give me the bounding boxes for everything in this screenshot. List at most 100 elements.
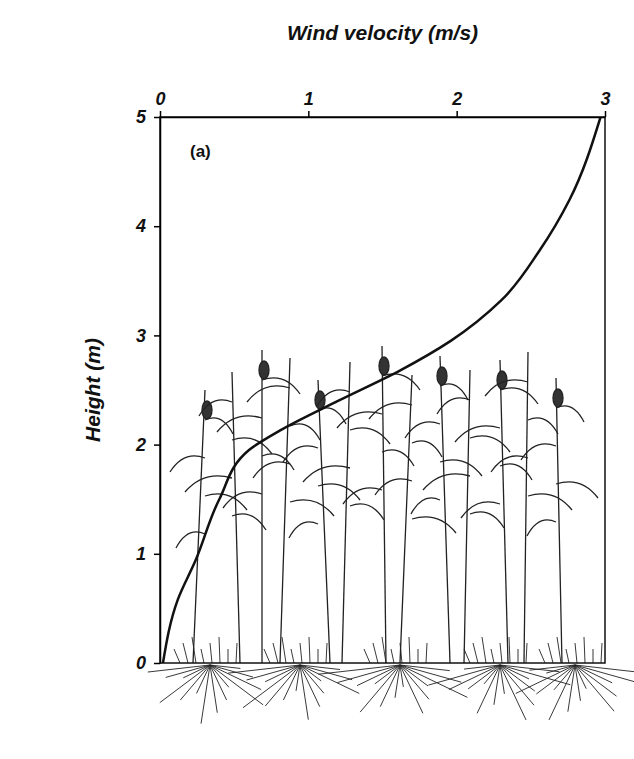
tick-mark (154, 663, 160, 665)
tick-label: 2 (135, 435, 146, 455)
tick-label: 0 (155, 89, 165, 109)
reed-leaf (170, 456, 205, 472)
reed-root (247, 665, 300, 680)
reed-tuft (219, 637, 220, 663)
tick: 3 (600, 89, 610, 117)
tick-mark (456, 111, 458, 117)
reed-root (575, 665, 617, 696)
reed-plume (553, 389, 563, 407)
reed-root (318, 665, 400, 674)
reed-stem (464, 370, 470, 663)
reed-tuft (601, 643, 602, 663)
reed-root (464, 665, 500, 669)
axis-line (160, 118, 162, 664)
reed-plume (497, 371, 507, 389)
tick-label: 0 (136, 653, 146, 673)
reed-tuft (426, 643, 427, 663)
reed-leaf (470, 512, 504, 528)
reed-root (400, 665, 467, 697)
reed-leaf (283, 446, 318, 462)
wind-profile (163, 117, 601, 663)
tick-mark (154, 554, 160, 556)
reed-leaf (253, 462, 290, 478)
reed-stem (500, 360, 508, 663)
reed-plume (259, 361, 269, 379)
chart: 0123012345Wind velocity (m/s)Height (m)(… (0, 0, 634, 759)
tick: 1 (136, 544, 160, 564)
reed-leaf (290, 500, 334, 516)
reed-tuft (566, 649, 569, 663)
reed-leaf (199, 400, 232, 416)
reed-tuft (584, 637, 585, 663)
reed-root (575, 665, 614, 711)
reed-root (400, 665, 428, 686)
y-axis-title: Height (m) (81, 338, 104, 442)
reed-tuft (500, 643, 502, 663)
reed-root (180, 665, 210, 700)
reed-root (516, 665, 575, 693)
reed-tuft (201, 649, 204, 663)
reed-leaf (350, 428, 390, 444)
reed-tuft (400, 643, 402, 663)
reed-root (477, 665, 500, 713)
reed-stem (232, 372, 240, 663)
reed-leaf (485, 380, 528, 396)
reed-leaf (528, 418, 558, 434)
reed-tuft (526, 643, 527, 663)
reed-root (300, 665, 308, 720)
reed-root (500, 665, 570, 685)
reed-root (400, 665, 429, 699)
reed-leaf (411, 498, 440, 514)
reed-root (468, 665, 500, 689)
tick-mark (154, 226, 160, 228)
reed-stem (280, 358, 290, 663)
reed-leaf (527, 520, 556, 536)
reed-root (243, 665, 300, 708)
reed-root (210, 665, 217, 713)
reed-stem (261, 350, 262, 663)
reed-root (166, 665, 210, 677)
tick-mark (605, 111, 607, 117)
reed-leaf (455, 426, 500, 442)
tick: 1 (304, 89, 314, 117)
reed-stem (556, 378, 562, 663)
reed-leaf (343, 488, 382, 504)
reed-leaf (232, 514, 266, 530)
x-axis-title: Wind velocity (m/s) (287, 21, 478, 44)
tick-label: 5 (136, 107, 147, 127)
reed-leaf (223, 492, 262, 508)
reed-root (554, 665, 575, 690)
tick: 0 (155, 89, 165, 117)
y-axis: 0 1 2 3 4 5 (135, 107, 161, 673)
reed-stem (400, 375, 412, 663)
reed-root (283, 665, 300, 700)
reed-leaf (247, 386, 290, 402)
reed-root (300, 665, 340, 670)
reed-tuft (518, 649, 519, 663)
tick-label: 1 (136, 544, 146, 564)
reed-leaf (521, 444, 556, 460)
reed-tuft (418, 649, 419, 663)
tick: 5 (136, 107, 160, 127)
reed-leaf (290, 424, 320, 440)
reed-leaf (217, 416, 262, 432)
reed-root (148, 665, 210, 672)
reed-tuft (326, 643, 327, 663)
reed-tuft (391, 649, 394, 663)
reed-leaf (437, 398, 470, 414)
reed-leaf (461, 502, 500, 518)
reed-leaf (205, 418, 233, 434)
reed-root (575, 665, 580, 701)
tick: 4 (135, 216, 160, 236)
reed-tuft (309, 637, 310, 663)
reed-stem (524, 352, 528, 663)
reed-stem (193, 390, 205, 663)
tick-label: 3 (136, 326, 146, 346)
reed-tuft (183, 643, 188, 663)
reed-root (360, 665, 400, 712)
reed-root (400, 665, 423, 713)
reed-root (575, 665, 612, 683)
reed-leaf (470, 436, 510, 452)
reed-tuft (264, 649, 270, 663)
reed-tuft (300, 643, 302, 663)
